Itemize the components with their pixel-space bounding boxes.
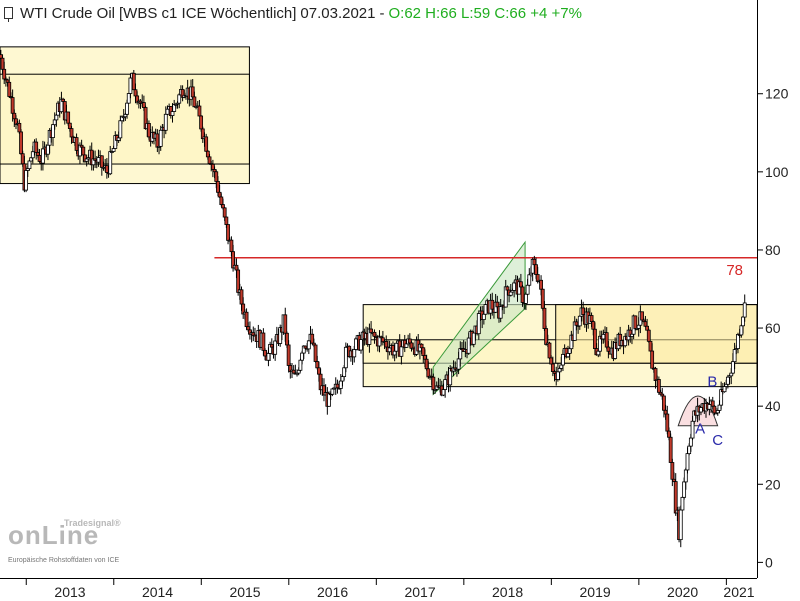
candles-layer: [0, 49, 747, 548]
x-tick-label: 2021: [723, 584, 754, 600]
x-tick-label: 2016: [317, 584, 348, 600]
plot-area[interactable]: 78 A B C: [0, 0, 757, 578]
y-tick-label: 120: [765, 86, 789, 102]
y-tick-label: 20: [765, 476, 781, 492]
date-label: 07.03.2021: [300, 4, 376, 22]
x-tick-label: 2018: [492, 584, 523, 600]
candle: [19, 129, 23, 156]
candle: [678, 505, 683, 548]
x-tick-label: 2019: [580, 584, 611, 600]
candle: [527, 268, 532, 287]
interval-label: Wöchentlich]: [210, 4, 297, 22]
candle: [547, 341, 552, 359]
candle: [291, 365, 296, 374]
pattern-label-c: C: [712, 432, 723, 449]
x-tick-label: 2017: [404, 584, 435, 600]
pattern-label-a: A: [695, 421, 705, 438]
annotations-layer: A B C: [695, 374, 723, 450]
y-tick-label: 80: [765, 242, 781, 258]
x-tick-label: 2014: [142, 584, 173, 600]
x-tick-label: 2020: [667, 584, 698, 600]
candle: [668, 433, 673, 463]
resistance-layer: 78: [214, 257, 757, 279]
candle: [483, 304, 488, 315]
y-tick-label: 40: [765, 398, 781, 414]
candle: [298, 358, 303, 372]
candle: [540, 288, 545, 311]
data-source-note: Europäische Rohstoffdaten von ICE: [8, 557, 120, 564]
chart-symbol-icon[interactable]: [4, 7, 13, 22]
header-separator: -: [379, 4, 385, 22]
candle: [544, 325, 549, 346]
pattern-label-b: B: [707, 374, 717, 391]
zones-layer: [0, 46, 757, 388]
candle: [680, 496, 685, 511]
logo-brand-main: onLine: [8, 520, 100, 550]
candle: [269, 338, 274, 348]
y-tick-label: 100: [765, 164, 789, 180]
candle: [126, 93, 131, 104]
candle: [306, 340, 311, 355]
candle: [742, 294, 747, 322]
candle: [648, 340, 653, 352]
candle: [204, 133, 209, 152]
ohlc-values: O:62 H:66 L:59 C:66 +4 +7%: [388, 4, 582, 22]
candle: [646, 328, 651, 343]
candle: [322, 378, 326, 402]
y-tick-label: 60: [765, 320, 781, 336]
candle: [310, 328, 315, 345]
contract-code: [WBS c1 ICE: [119, 4, 207, 22]
y-tick-label: 0: [765, 554, 773, 570]
logo-brand-small: Tradesignal®: [64, 518, 121, 528]
resistance-label: 78: [726, 262, 743, 279]
tradesignal-logo: Tradesignal® onLine Europäische Rohstoff…: [8, 518, 148, 568]
x-axis: 2013 2014 2015 2016 2017 2018 2019 2020 2021: [0, 578, 757, 601]
candle: [248, 321, 252, 340]
candle: [131, 69, 136, 91]
candle: [27, 159, 32, 171]
x-tick-label: 2013: [54, 584, 85, 600]
candle: [335, 379, 340, 394]
candle: [313, 344, 318, 363]
x-tick-label: 2015: [229, 584, 260, 600]
y-axis: 120 100 80 60 40 20 0: [757, 0, 800, 578]
chart-header: WTI Crude Oil [WBS c1 ICE Wöchentlich] 0…: [4, 3, 582, 23]
instrument-name: WTI Crude Oil: [20, 4, 116, 22]
candle: [251, 326, 256, 342]
